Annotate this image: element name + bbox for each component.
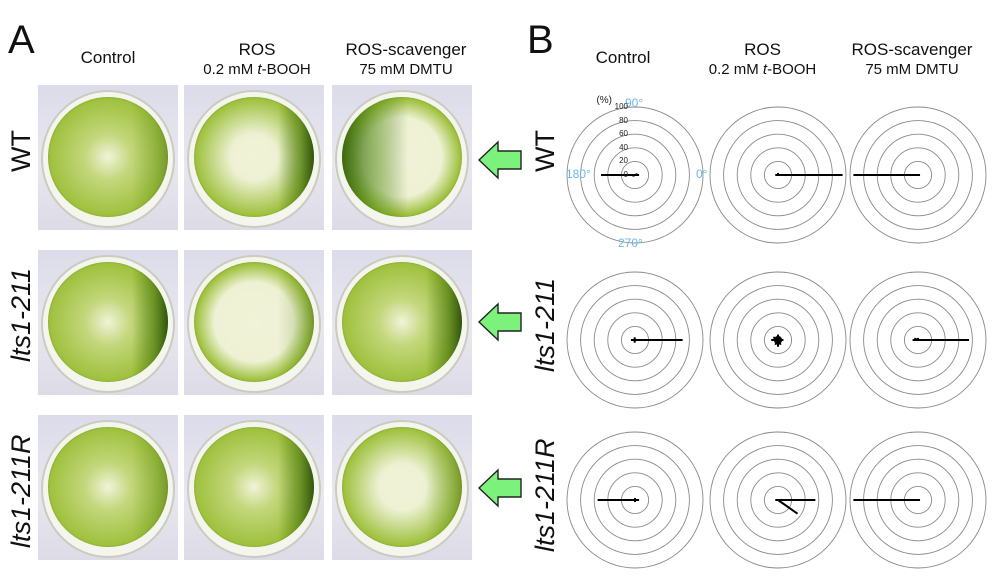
panel-b-row-label-lts1-211r: lts1-211R bbox=[530, 438, 560, 552]
arrow-indicator bbox=[478, 468, 522, 508]
direction-vector bbox=[777, 499, 799, 515]
panel-a-row-label-lts1-211r: lts1-211R bbox=[6, 434, 36, 548]
polar-grid-ring bbox=[750, 312, 806, 368]
angle-label-270: 270° bbox=[618, 236, 643, 250]
polar-grid-ring bbox=[709, 271, 847, 409]
polar-grid-ring bbox=[580, 445, 690, 555]
polar-plot bbox=[566, 106, 704, 244]
polar-grid-ring bbox=[723, 445, 833, 555]
col-subtitle: 0.2 mM t-BOOH bbox=[708, 61, 817, 78]
angle-label-180: 180° bbox=[566, 167, 591, 181]
col-title: ROS bbox=[238, 40, 276, 59]
polar-grid-ring bbox=[709, 106, 847, 244]
polar-grid-ring bbox=[580, 120, 690, 230]
culture-plate-image bbox=[184, 415, 324, 560]
arrow-indicator bbox=[478, 140, 522, 180]
polar-grid-ring bbox=[566, 431, 704, 569]
polar-plot bbox=[566, 271, 704, 409]
culture-plate-image bbox=[332, 85, 472, 230]
panel-b-letter: B bbox=[527, 18, 554, 62]
panel-a-col-control: Control bbox=[38, 48, 178, 68]
col-title: ROS bbox=[744, 40, 781, 59]
direction-vector bbox=[777, 339, 783, 343]
panel-a-row-label-lts1-211: lts1-211 bbox=[6, 267, 36, 362]
culture-plate-image bbox=[184, 85, 324, 230]
panel-b-col-ros: ROS 0.2 mM t-BOOH bbox=[690, 40, 835, 80]
polar-grid-ring bbox=[863, 285, 973, 395]
radial-tick-label: 60 bbox=[619, 129, 628, 139]
polar-grid-ring bbox=[580, 285, 690, 395]
direction-vector bbox=[632, 174, 636, 177]
col-title: ROS-scavenger bbox=[345, 40, 467, 59]
polar-plot bbox=[849, 106, 987, 244]
panel-b-row-label-wt: WT bbox=[530, 130, 560, 172]
polar-grid-ring bbox=[849, 106, 987, 244]
polar-grid-ring bbox=[849, 271, 987, 409]
polar-grid-ring bbox=[566, 106, 704, 244]
direction-vector bbox=[634, 173, 638, 176]
panel-a-col-ros: ROS 0.2 mM t-BOOH bbox=[182, 40, 332, 80]
polar-plot bbox=[849, 431, 987, 569]
angle-label-90: 90° bbox=[625, 96, 644, 110]
panel-b-col-control: Control bbox=[558, 48, 688, 68]
culture-plate-image bbox=[332, 415, 472, 560]
panel-a-row-label-wt: WT bbox=[6, 130, 36, 172]
polar-grid-ring bbox=[709, 431, 847, 569]
radial-tick-label: 0 bbox=[623, 170, 628, 179]
polar-grid-ring bbox=[736, 458, 820, 542]
radial-tick-label: 100 bbox=[614, 102, 628, 111]
col-title: Control bbox=[595, 48, 651, 67]
angle-label-0: 0° bbox=[696, 167, 708, 181]
polar-plot bbox=[709, 431, 847, 569]
polar-grid-ring bbox=[736, 298, 820, 382]
polar-plot bbox=[566, 431, 704, 569]
culture-plate-image bbox=[38, 85, 178, 230]
panel-b-row-label-lts1-211: lts1-211 bbox=[530, 277, 560, 372]
panel-b-col-scavenger: ROS-scavenger 75 mM DMTU bbox=[832, 40, 992, 80]
polar-grid-ring bbox=[593, 133, 677, 217]
polar-grid-ring bbox=[593, 458, 677, 542]
col-subtitle: 75 mM DMTU bbox=[865, 61, 959, 78]
arrow-indicator bbox=[478, 302, 522, 342]
polar-grid-ring bbox=[763, 325, 793, 355]
panel-a-col-scavenger: ROS-scavenger 75 mM DMTU bbox=[326, 40, 486, 80]
polar-grid-ring bbox=[723, 285, 833, 395]
culture-plate-image bbox=[38, 250, 178, 395]
culture-plate-image bbox=[38, 415, 178, 560]
panel-a-letter: A bbox=[8, 18, 35, 62]
col-title: Control bbox=[80, 48, 136, 67]
polar-plot bbox=[709, 106, 847, 244]
radial-tick-label: 20 bbox=[619, 156, 628, 166]
radial-tick-label: 80 bbox=[619, 115, 628, 125]
polar-plot bbox=[849, 271, 987, 409]
polar-grid-ring bbox=[566, 271, 704, 409]
col-subtitle: 75 mM DMTU bbox=[359, 61, 453, 78]
direction-vector bbox=[913, 337, 919, 341]
col-title: ROS-scavenger bbox=[851, 40, 973, 59]
radial-tick-label: 40 bbox=[619, 142, 628, 152]
col-subtitle: 0.2 mM t-BOOH bbox=[203, 61, 311, 78]
polar-grid-ring bbox=[849, 431, 987, 569]
polar-plot bbox=[709, 271, 847, 409]
culture-plate-image bbox=[184, 250, 324, 395]
radial-unit-label: (%) bbox=[596, 95, 612, 106]
culture-plate-image bbox=[332, 250, 472, 395]
